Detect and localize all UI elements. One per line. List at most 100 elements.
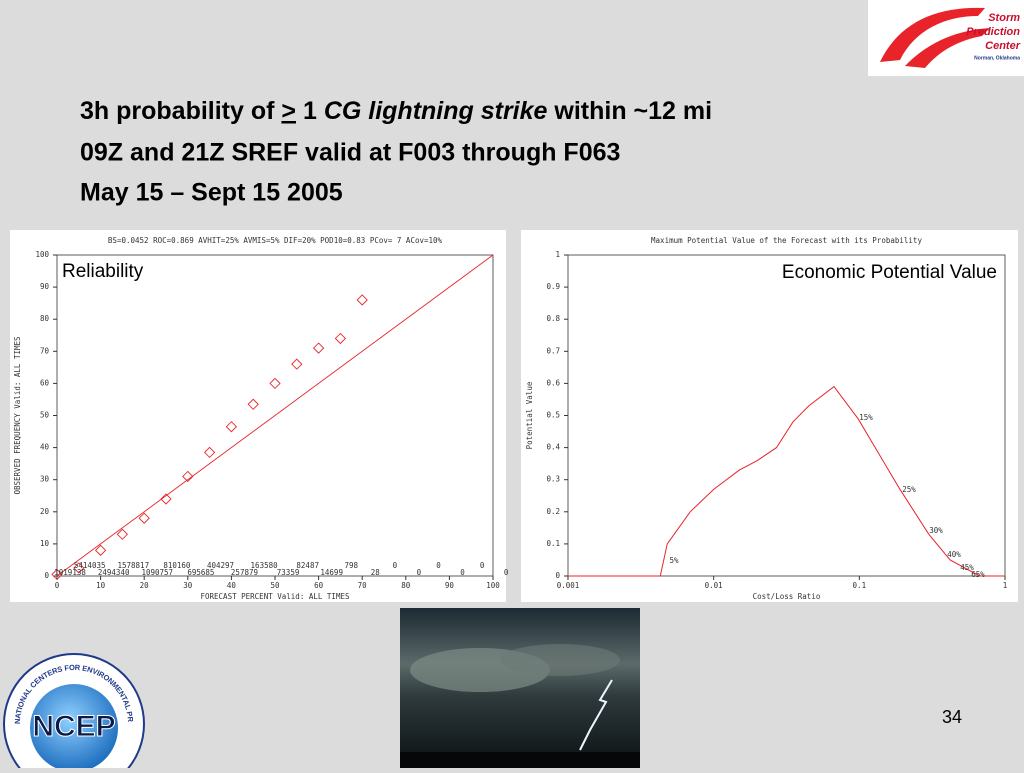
y-tick-label: 90 xyxy=(40,282,50,291)
count-label: 1090757 xyxy=(141,568,173,577)
y-tick-label: 80 xyxy=(40,314,50,323)
y-tick-label: 0.6 xyxy=(546,378,560,387)
probability-label: 5% xyxy=(669,556,679,565)
count-label: 14699 xyxy=(320,568,343,577)
x-axis-label: FORECAST PERCENT Valid: ALL TIMES xyxy=(200,592,349,601)
point xyxy=(73,562,85,574)
spc-swoosh xyxy=(905,28,990,68)
chart-title: Maximum Potential Value of the Forecast … xyxy=(651,236,922,245)
x-tick-label: 0.1 xyxy=(853,581,867,590)
count-label: 1578817 xyxy=(117,561,149,570)
point xyxy=(182,470,194,483)
count-label: 0 xyxy=(436,561,441,570)
y-tick-label: 0.2 xyxy=(546,507,560,516)
title-line: May 15 – Sept 15 2005 xyxy=(80,179,343,207)
spc-logo: Storm Prediction Center Norman, Oklahoma xyxy=(868,0,1024,76)
count-label: 2494340 xyxy=(98,568,130,577)
point xyxy=(334,332,347,345)
count-label: 695685 xyxy=(187,568,214,577)
title-part: 1 xyxy=(296,97,324,125)
title-part: CG lightning strike xyxy=(324,97,548,125)
point xyxy=(356,294,368,306)
count-label: 0 xyxy=(393,561,398,570)
count-label: 0 xyxy=(504,568,509,577)
y-tick-label: 0.7 xyxy=(546,346,560,355)
y-tick-label: 70 xyxy=(40,346,50,355)
y-tick-label: 0.5 xyxy=(546,411,560,420)
photo-ground xyxy=(400,752,640,768)
y-tick-label: 0.8 xyxy=(546,314,560,323)
count-label: 82487 xyxy=(296,561,319,570)
y-tick-label: 50 xyxy=(40,411,50,420)
x-tick-label: 90 xyxy=(445,581,455,590)
x-tick-label: 0 xyxy=(55,581,60,590)
y-axis-label: Potential Value xyxy=(525,381,534,449)
probability-label: 15% xyxy=(859,413,873,422)
chart-panel xyxy=(521,230,1018,602)
x-tick-label: 1 xyxy=(1003,581,1008,590)
x-tick-label: 0.01 xyxy=(705,581,723,590)
spc-swoosh xyxy=(880,7,985,62)
count-label: 163580 xyxy=(251,561,279,570)
photo-cloud xyxy=(500,644,620,676)
storm-photo xyxy=(400,608,640,768)
x-tick-label: 60 xyxy=(314,581,324,590)
title-line: 09Z and 21Z SREF valid at F003 through F… xyxy=(80,139,620,167)
y-tick-label: 20 xyxy=(40,507,50,516)
point xyxy=(203,446,216,459)
y-tick-label: 1 xyxy=(555,250,560,259)
point xyxy=(160,493,172,505)
x-tick-label: 20 xyxy=(140,581,150,590)
count-label: 798 xyxy=(345,561,359,570)
point xyxy=(138,512,150,524)
chart-panel xyxy=(10,230,506,602)
x-axis-label: Cost/Loss Ratio xyxy=(753,592,821,601)
x-tick-label: 50 xyxy=(270,581,280,590)
title-part: within ~12 mi xyxy=(547,97,712,125)
value-line xyxy=(568,385,1005,577)
count-label: 73359 xyxy=(277,568,300,577)
ncep-name: NCEP xyxy=(32,710,115,743)
point xyxy=(51,568,63,581)
ncep-globe xyxy=(30,684,118,772)
count-label: 0 xyxy=(417,568,422,577)
y-tick-label: 40 xyxy=(40,443,50,452)
probability-label: 40% xyxy=(947,550,961,559)
spc-text: Center xyxy=(985,40,1021,52)
photo-lightning xyxy=(579,679,613,751)
y-tick-label: 0.9 xyxy=(546,282,560,291)
probability-label: 65% xyxy=(971,570,985,579)
y-tick-label: 60 xyxy=(40,378,50,387)
panel-label: Reliability xyxy=(62,261,144,282)
spc-text: Norman, Oklahoma xyxy=(974,55,1020,61)
point xyxy=(312,342,325,354)
y-tick-label: 0.3 xyxy=(546,475,560,484)
count-label: 257879 xyxy=(231,568,258,577)
chart-title: BS=0.0452 ROC=0.869 AVHIT=25% AVMIS=5% D… xyxy=(108,236,443,245)
panel-label: Economic Potential Value xyxy=(782,262,997,283)
spc-text: Storm xyxy=(988,12,1020,24)
point xyxy=(225,421,238,433)
x-tick-label: 80 xyxy=(401,581,411,590)
count-label: 810160 xyxy=(163,561,191,570)
spc-text: Prediction xyxy=(966,26,1020,38)
y-tick-label: 0.4 xyxy=(546,443,560,452)
perfect-reliability-line xyxy=(56,254,494,577)
y-axis-label: OBSERVED FREQUENCY Valid: ALL TIMES xyxy=(13,336,22,495)
count-label: 404297 xyxy=(207,561,234,570)
title-part: 3h probability of xyxy=(80,97,281,125)
x-tick-label: 70 xyxy=(358,581,368,590)
y-tick-label: 0 xyxy=(555,571,560,580)
count-label: 28 xyxy=(371,568,381,577)
probability-label: 25% xyxy=(902,485,916,494)
point xyxy=(291,358,303,370)
title-line: 3h probability of > 1 CG lightning strik… xyxy=(80,97,712,125)
count-label: 1019138 xyxy=(54,568,86,577)
y-tick-label: 100 xyxy=(35,250,49,259)
count-label: 0 xyxy=(480,561,485,570)
y-tick-label: 0.1 xyxy=(546,539,560,548)
count-label: 0 xyxy=(460,568,465,577)
probability-label: 45% xyxy=(960,563,974,572)
